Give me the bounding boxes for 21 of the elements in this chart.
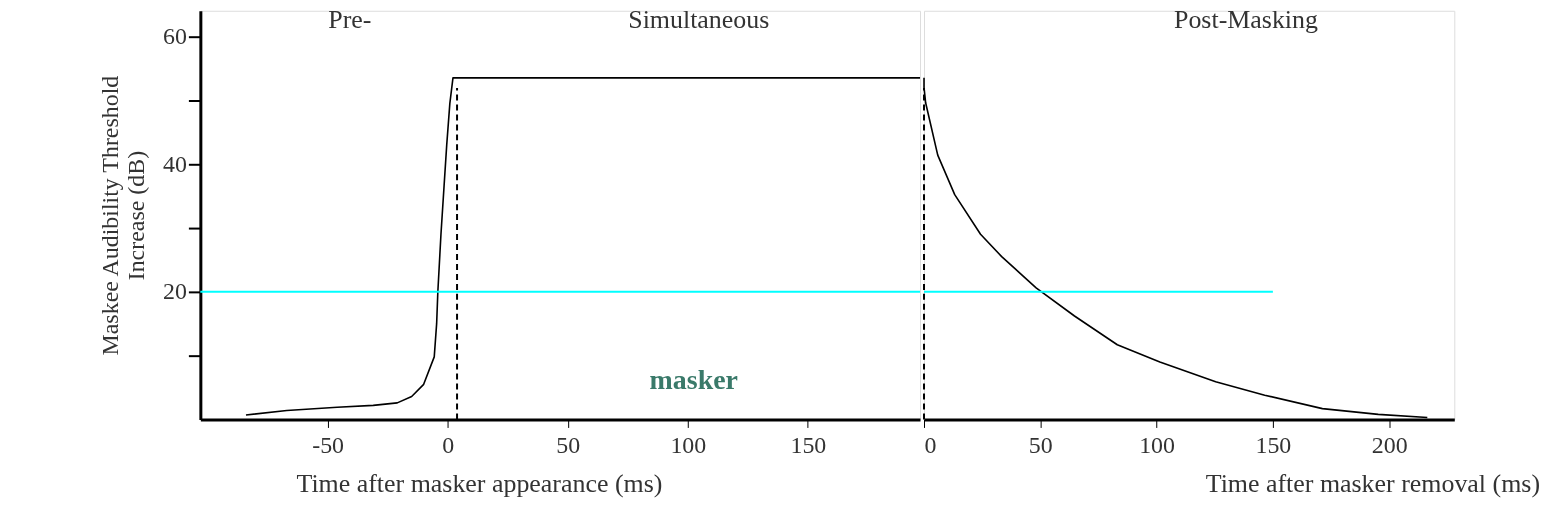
y-tick-label: 40 xyxy=(162,150,187,177)
x-tick-label: 150 xyxy=(790,431,827,458)
y-axis-title: Maskee Audibility Threshold Increase (dB) xyxy=(97,75,150,356)
x-tick-label: 0 xyxy=(924,431,937,458)
x-tick-label: -50 xyxy=(312,431,345,458)
y-tick-label: 60 xyxy=(162,22,187,49)
x-axis-title: Time after masker appearance (ms) xyxy=(296,469,663,499)
line-series xyxy=(245,77,921,416)
annotation: masker xyxy=(649,363,738,395)
x-tick-label: 0 xyxy=(442,431,455,458)
x-tick-label: 50 xyxy=(556,431,581,458)
annotation: Simultaneous xyxy=(628,4,770,34)
x-axis-title: Time after masker removal (ms) xyxy=(1205,469,1541,499)
annotation: Pre- xyxy=(328,4,372,34)
x-tick-label: 150 xyxy=(1255,431,1292,458)
x-tick-label: 100 xyxy=(1139,431,1176,458)
annotation: Post-Masking xyxy=(1173,4,1318,34)
x-tick-label: 50 xyxy=(1028,431,1053,458)
x-tick-label: 200 xyxy=(1371,431,1408,458)
x-tick-label: 100 xyxy=(670,431,707,458)
y-tick-label: 20 xyxy=(162,278,187,305)
